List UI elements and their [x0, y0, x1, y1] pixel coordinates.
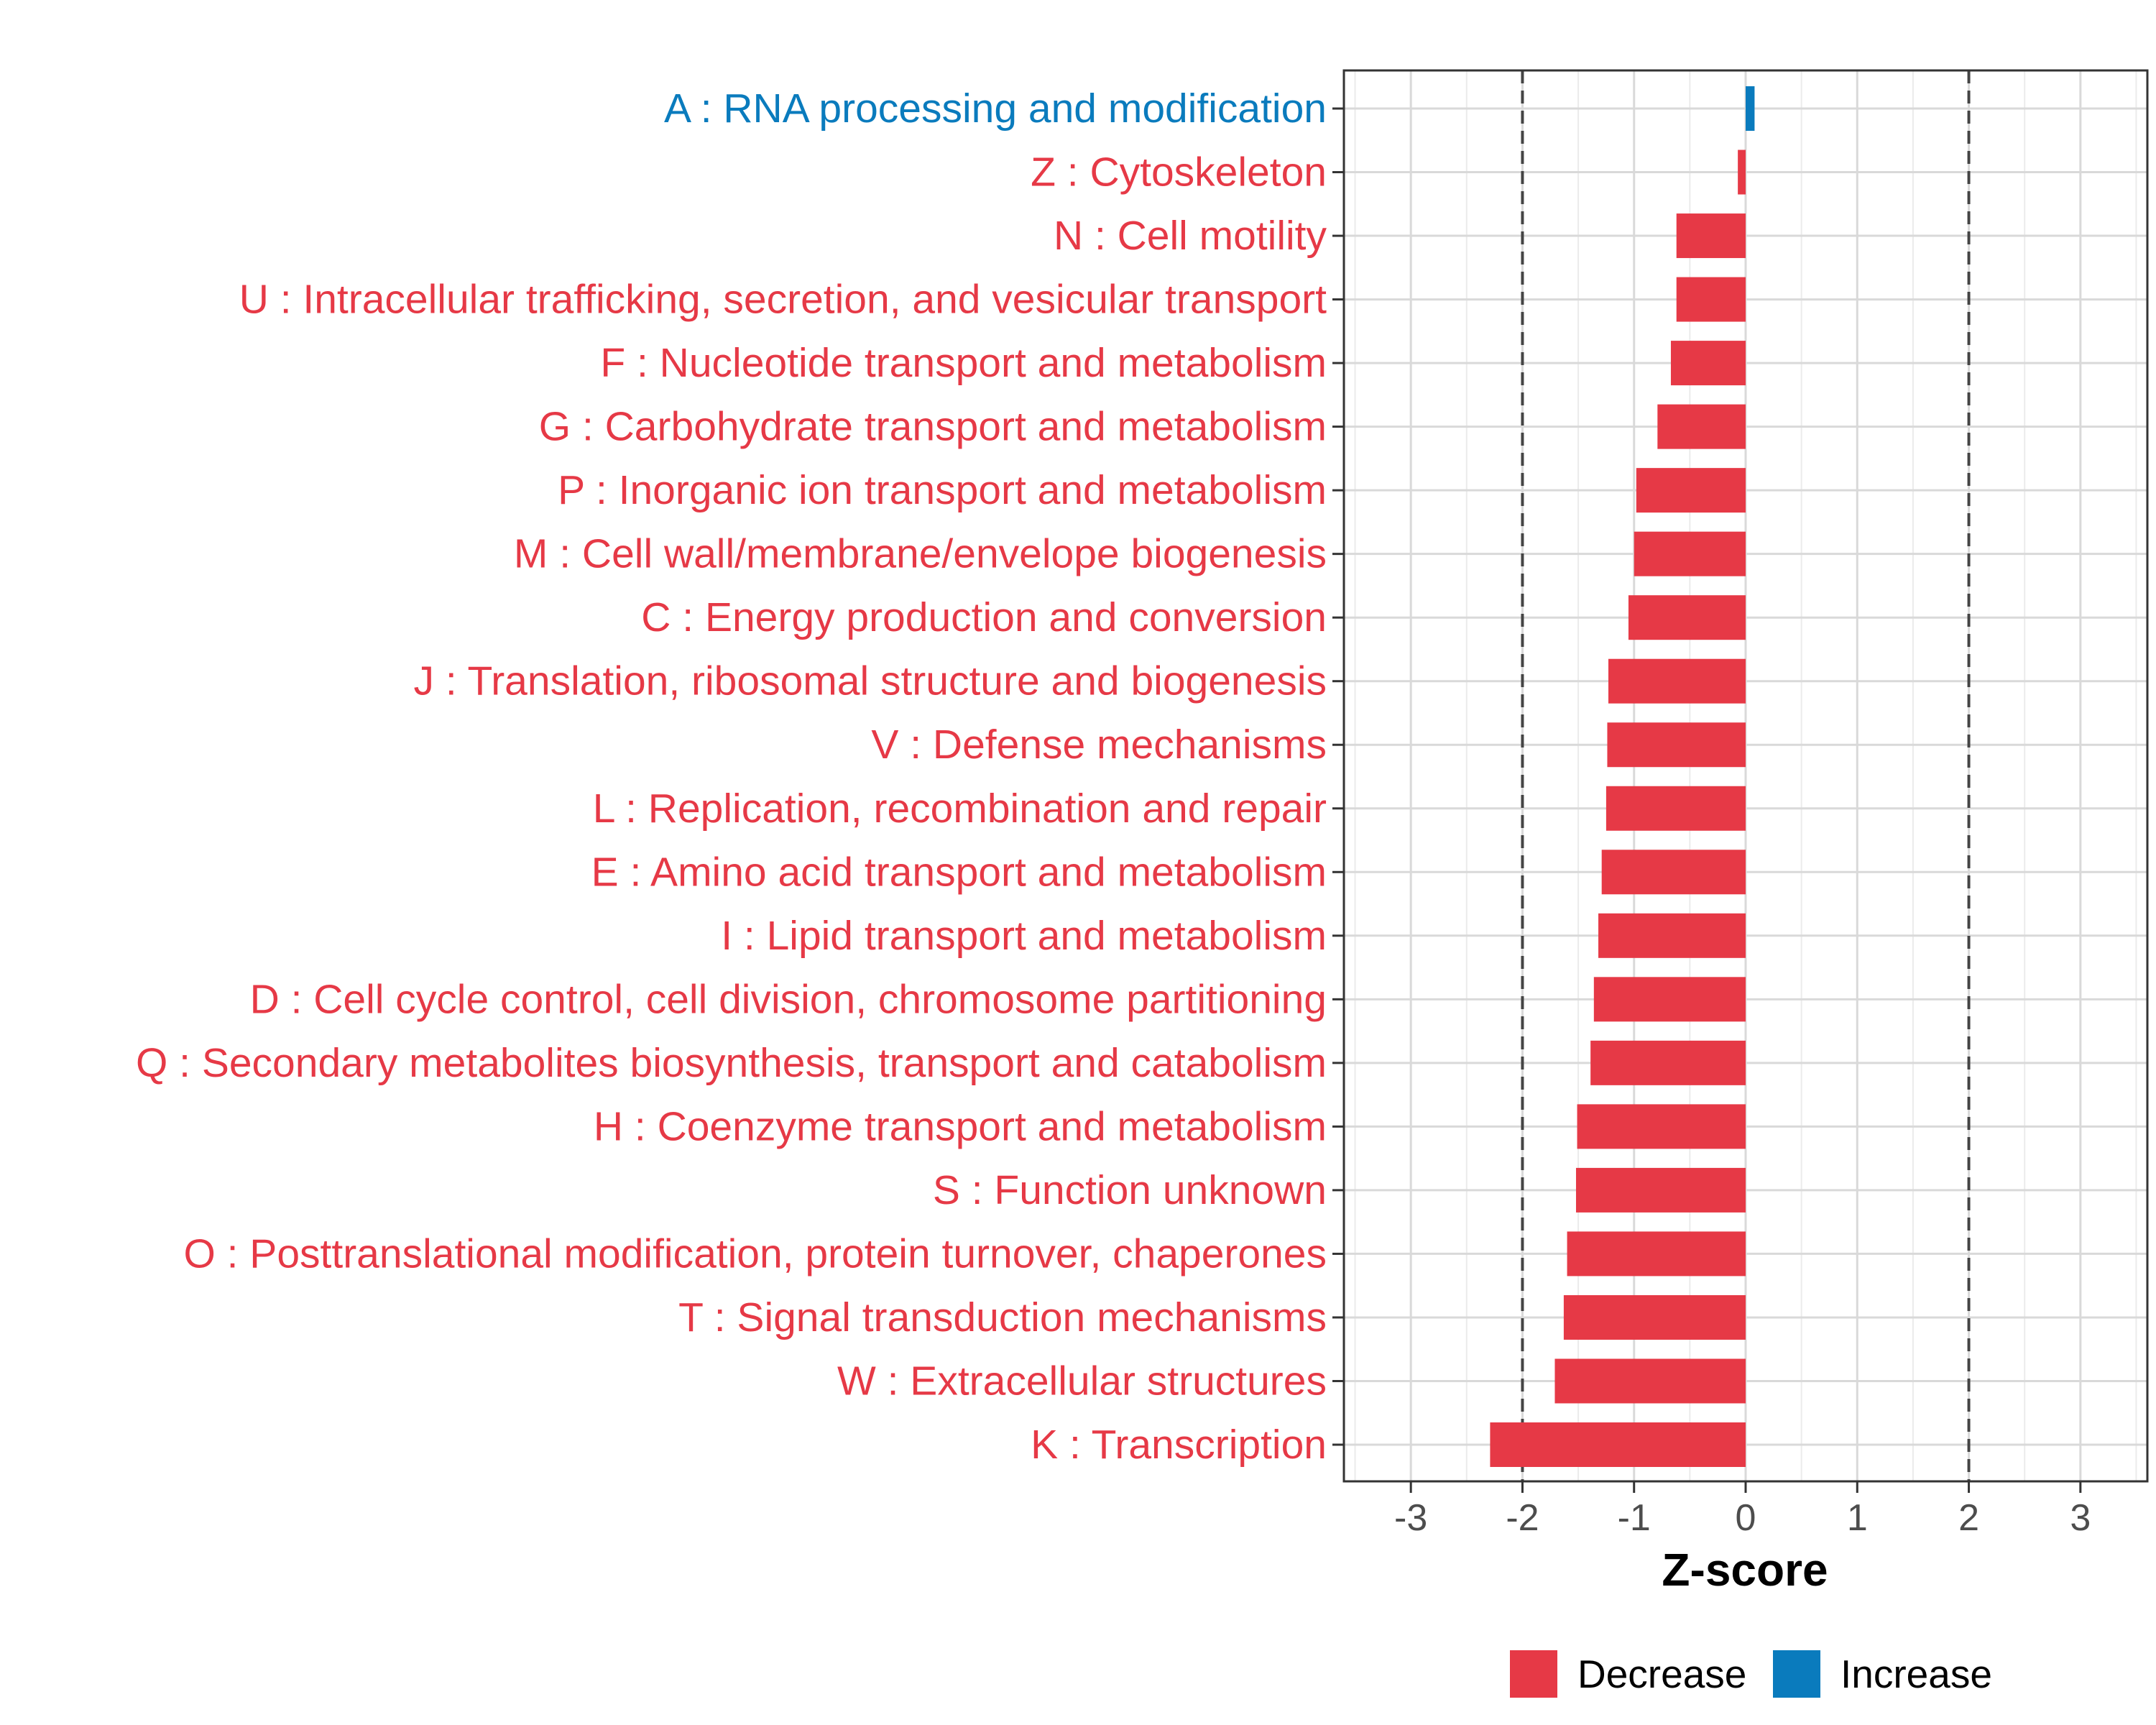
bar [1608, 658, 1746, 704]
bar [1601, 850, 1746, 895]
legend-key-increase [1773, 1650, 1820, 1698]
bar [1554, 1358, 1746, 1404]
legend-key-decrease [1510, 1650, 1557, 1698]
bar [1657, 404, 1746, 449]
reference-lines [1521, 70, 1971, 1481]
category-label: N : Cell motility [1054, 213, 1327, 259]
x-tick-label: 3 [2070, 1497, 2091, 1539]
bar [1598, 913, 1746, 958]
bar [1490, 1422, 1746, 1467]
x-tick-label: 1 [1847, 1497, 1868, 1539]
bar [1738, 150, 1746, 195]
category-label: O : Posttranslational modification, prot… [183, 1230, 1327, 1276]
category-label: U : Intracellular trafficking, secretion… [239, 277, 1327, 323]
x-axis-title: Z-score [1662, 1544, 1828, 1596]
x-tick-label: 2 [1958, 1497, 1979, 1539]
category-label: K : Transcription [1031, 1422, 1327, 1468]
legend: Decrease Increase [1510, 1650, 1992, 1698]
x-axis: -3 -2 -1 0 1 2 3 [1394, 1481, 2091, 1539]
category-label: E : Amino acid transport and metabolism [591, 849, 1327, 895]
category-label: J : Translation, ribosomal structure and… [414, 658, 1327, 704]
category-label: I : Lipid transport and metabolism [721, 913, 1327, 959]
category-label: P : Inorganic ion transport and metaboli… [558, 467, 1327, 513]
bar [1593, 977, 1746, 1022]
category-label: A : RNA processing and modification [664, 86, 1327, 132]
category-label: S : Function unknown [933, 1167, 1327, 1213]
x-tick-label: 0 [1736, 1497, 1756, 1539]
category-label: C : Energy production and conversion [641, 594, 1327, 640]
bar [1575, 1167, 1746, 1213]
bar [1634, 531, 1746, 576]
bar [1676, 277, 1746, 322]
bar [1577, 1104, 1746, 1149]
x-tick-label: -2 [1506, 1497, 1539, 1539]
legend-label-increase: Increase [1841, 1652, 1992, 1696]
category-label: Q : Secondary metabolites biosynthesis, … [136, 1040, 1327, 1086]
bar [1567, 1231, 1746, 1276]
category-label: G : Carbohydrate transport and metabolis… [539, 404, 1327, 450]
category-label: L : Replication, recombination and repai… [593, 786, 1327, 832]
bar [1628, 595, 1746, 640]
bar [1746, 86, 1755, 131]
x-tick-label: -3 [1394, 1497, 1427, 1539]
category-label: V : Defense mechanisms [871, 722, 1327, 768]
bar [1606, 786, 1746, 831]
bar [1636, 468, 1746, 513]
category-label: W : Extracellular structures [837, 1358, 1327, 1404]
bar [1590, 1040, 1746, 1085]
bar [1563, 1294, 1746, 1340]
category-label: D : Cell cycle control, cell division, c… [250, 976, 1327, 1022]
category-axis: A : RNA processing and modification Z : C… [136, 86, 1344, 1468]
category-label: H : Coenzyme transport and metabolism [594, 1103, 1327, 1149]
x-tick-label: -1 [1618, 1497, 1651, 1539]
bar [1670, 341, 1746, 386]
category-label: M : Cell wall/membrane/envelope biogenes… [514, 531, 1327, 577]
bar [1676, 213, 1746, 259]
bar [1607, 722, 1746, 768]
category-label: F : Nucleotide transport and metabolism [600, 340, 1327, 386]
category-label: T : Signal transduction mechanisms [678, 1294, 1327, 1340]
category-label: Z : Cytoskeleton [1031, 150, 1327, 196]
legend-label-decrease: Decrease [1577, 1652, 1746, 1696]
bars [1490, 86, 1755, 1467]
